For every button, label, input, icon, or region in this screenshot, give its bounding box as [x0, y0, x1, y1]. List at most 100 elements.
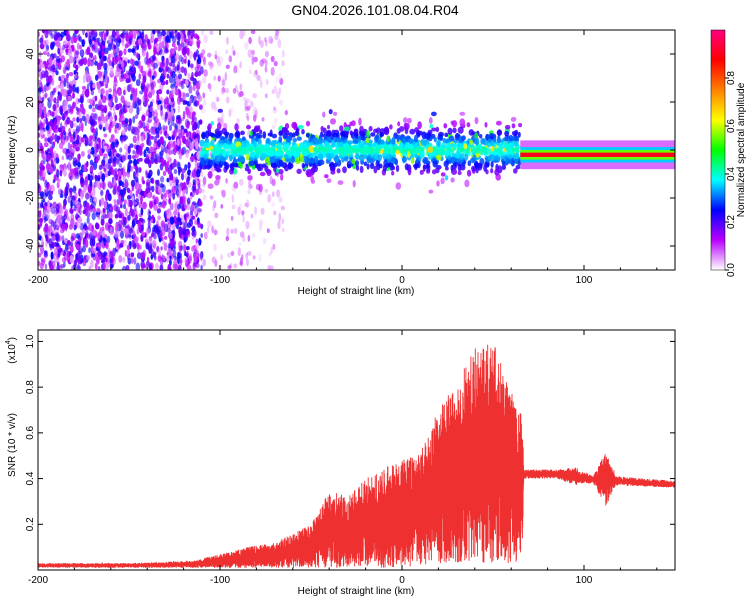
spectrogram-cell [41, 74, 46, 79]
spectrogram-cell [39, 191, 45, 198]
spectrogram-cell [111, 120, 117, 127]
spectrogram-cell [202, 194, 207, 201]
spectrogram-cell [79, 104, 84, 114]
spectrogram-cell [464, 153, 469, 161]
spectrogram-cell [177, 95, 181, 105]
spectrogram-cell [280, 205, 285, 211]
spectrogram-cell [187, 72, 191, 80]
spectrogram-cell [83, 222, 87, 228]
snr-xlabel: Height of straight line (km) [298, 586, 415, 597]
spectrogram-cell [428, 117, 433, 124]
spectrogram-cell [52, 179, 56, 184]
spectrogram-cell [153, 204, 158, 211]
spectrogram-cell [431, 111, 437, 117]
spectrogram-cell [49, 94, 54, 103]
spectrogram-cell [251, 49, 256, 56]
spectrogram-cell [183, 33, 187, 43]
spectrogram-cell [413, 134, 419, 143]
spectrogram-cell [160, 145, 164, 149]
spectrogram-cell [136, 97, 140, 103]
spectrogram-cell [250, 152, 255, 157]
spectrogram-cell [136, 53, 140, 58]
spectrogram-cell [335, 137, 342, 143]
spectrogram-cell [514, 141, 519, 147]
spectrogram-cell [165, 209, 170, 216]
spectrogram-cell [141, 219, 146, 224]
spectrogram-cell [53, 97, 57, 104]
spectrogram-cell [48, 194, 53, 201]
spectrogram-cell [98, 164, 103, 171]
spectrogram-cell [103, 32, 107, 42]
spectrogram-cell [112, 178, 117, 187]
spectrogram-cell [68, 132, 72, 139]
spectrogram-cell [213, 229, 218, 236]
spectrogram-cell [410, 147, 416, 153]
spectrogram-cell [427, 146, 434, 153]
spectrogram-cell [450, 156, 456, 163]
spectrogram-cell [89, 195, 93, 203]
spectrogram-cell [395, 164, 400, 172]
spectrogram-cell [341, 136, 345, 141]
spectrogram-cell [180, 66, 185, 73]
spectrogram-cell [94, 95, 98, 102]
spectrogram-cell [112, 104, 116, 112]
spectrogram-cell [56, 214, 62, 224]
spectrogram-cell [124, 228, 130, 236]
spectrogram-cell [198, 104, 203, 109]
spectrogram-cell [172, 249, 177, 258]
spectrogram-cell [106, 262, 111, 268]
spectrogram-cell [99, 44, 103, 51]
spectrogram-cell [194, 217, 197, 225]
spectrogram-cell [68, 85, 73, 94]
spectrogram-cell [202, 258, 207, 267]
spectrogram-cell [468, 129, 474, 136]
spectrogram-cell [224, 162, 230, 170]
spectrogram-cell [143, 43, 148, 49]
spectrogram-cell [213, 200, 217, 209]
spectrogram-cell [84, 88, 90, 98]
spectrogram-cell [98, 71, 102, 78]
spectrogram-cell [189, 97, 192, 106]
spectrogram-cell [108, 88, 112, 93]
spectrogram-cell [276, 168, 280, 174]
spectrogram-cell [347, 140, 353, 145]
spectrogram-cell [153, 135, 158, 145]
spectrogram-cell [185, 151, 189, 159]
spectrogram-cell [278, 136, 283, 143]
spectrogram-cell [55, 40, 61, 48]
spectrogram-cell [401, 138, 406, 143]
spectrogram-cell [271, 124, 276, 130]
spectrogram-x-tick-label: 0 [399, 275, 405, 286]
spectrogram-cell [149, 146, 154, 153]
spectrogram-cell [281, 218, 285, 225]
spectrogram-cell [190, 203, 195, 210]
spectrogram-cell [141, 121, 146, 129]
spectrogram-cell [153, 62, 158, 69]
spectrogram-cell [101, 226, 105, 232]
spectrogram-cell [140, 252, 146, 260]
spectrogram-cell [269, 38, 274, 44]
spectrogram-cell [345, 144, 350, 152]
spectrogram-cell [167, 169, 171, 175]
spectrogram-cell [245, 252, 248, 260]
spectrogram-cell [169, 179, 173, 187]
spectrogram-cell [325, 152, 332, 160]
spectrogram-cell [225, 64, 230, 70]
spectrogram-cell [97, 116, 102, 122]
spectrogram-cell [52, 141, 56, 146]
spectrogram-cell [38, 58, 41, 66]
spectrogram-cell [96, 251, 102, 260]
spectrogram-cell [118, 255, 123, 263]
spectrogram-cell [152, 251, 157, 256]
spectrogram-cell [245, 199, 250, 209]
spectrogram-cell [118, 117, 122, 123]
spectrogram-cell [41, 236, 44, 244]
spectrogram-cell [273, 210, 277, 216]
spectrogram-cell [55, 242, 60, 247]
spectrogram-cell [177, 105, 181, 113]
spectrogram-cell [189, 63, 194, 69]
colorbar-label: Normalized spectral amplitude [736, 82, 747, 217]
spectrogram-cell [38, 81, 42, 87]
spectrogram-cell [231, 204, 236, 210]
spectrogram-cell [194, 243, 200, 250]
